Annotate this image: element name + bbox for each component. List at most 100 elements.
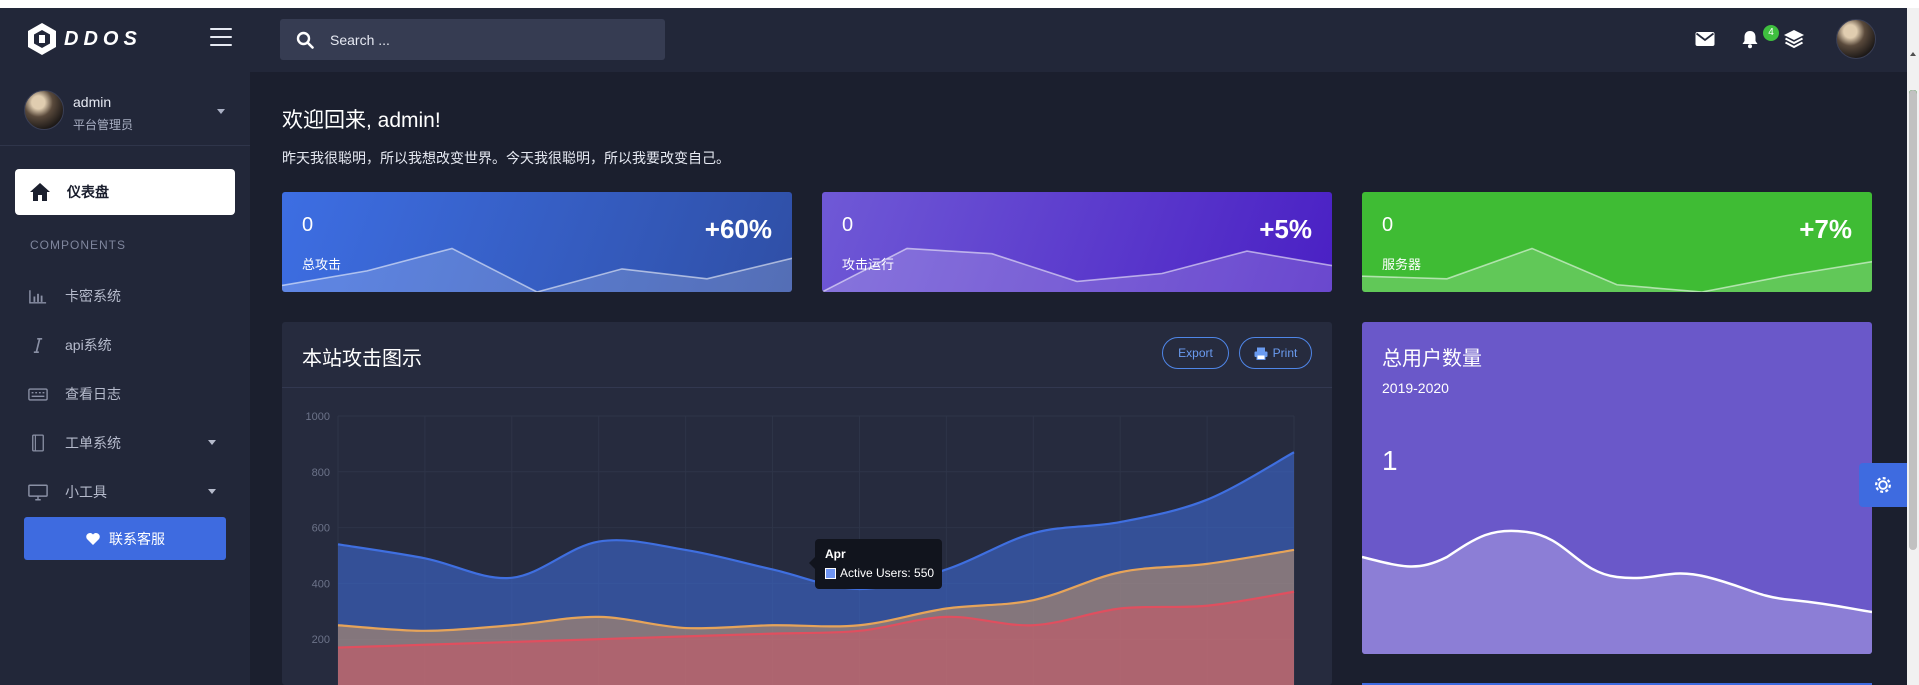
top-header: 4 (250, 8, 1907, 72)
stat-value: 0 (842, 214, 854, 236)
divider (282, 387, 1332, 388)
contact-support-button[interactable]: 联系客服 (24, 517, 226, 560)
italic-i-icon (27, 335, 49, 355)
page-scrollbar[interactable] (1907, 8, 1919, 685)
date-range: 2019-2020 (1382, 380, 1449, 396)
monitor-icon (27, 482, 49, 502)
sidebar-item-view-logs[interactable]: 查看日志 (15, 374, 235, 414)
sparkline-line (822, 247, 1332, 292)
chevron-down-icon (208, 440, 216, 445)
series-area (338, 591, 1294, 685)
user-name: admin (73, 94, 112, 110)
sparkline-area (282, 248, 792, 292)
panel-title: 本站攻击图示 (302, 348, 422, 370)
y-tick-label: 1000 (306, 411, 330, 423)
stat-percent: +7% (1799, 214, 1852, 244)
logo-text: DDOS (64, 27, 142, 50)
print-label: Print (1272, 346, 1298, 360)
y-tick-label: 600 (312, 523, 330, 535)
page-title: 欢迎回来, admin! (282, 109, 441, 132)
card-title: 总用户数量 (1382, 348, 1482, 370)
sparkline (822, 247, 1332, 292)
next-card-edge (1362, 683, 1872, 685)
sidebar-user[interactable]: admin 平台管理员 (0, 80, 250, 146)
keyboard-icon (27, 384, 49, 404)
y-tick-label: 400 (312, 578, 330, 590)
sparkline-line (1362, 247, 1872, 292)
user-count: 1 (1382, 445, 1398, 476)
logo[interactable]: DDOS (26, 22, 142, 56)
contact-support-label: 联系客服 (109, 530, 165, 547)
legend-swatch (825, 568, 836, 579)
sparkline-area (1362, 248, 1872, 292)
series-line[interactable] (337, 548, 1295, 632)
stat-label: 总攻击 (302, 257, 342, 272)
chevron-down-icon[interactable] (217, 109, 225, 114)
avatar[interactable] (1836, 19, 1876, 59)
series-area (338, 452, 1294, 685)
stat-value: 0 (1382, 214, 1394, 236)
scroll-up-icon[interactable] (1910, 52, 1916, 56)
home-icon (30, 183, 50, 201)
sparkline (282, 247, 792, 292)
attack-chart-panel: 本站攻击图示 Export Print 1000 800 600 400 200 Apr… (282, 322, 1332, 685)
stat-card-servers: 0 服务器 +7% (1362, 192, 1872, 292)
sparkline (1362, 247, 1872, 292)
total-users-card: 总用户数量 2019-2020 1 (1362, 322, 1872, 654)
stat-label: 服务器 (1382, 257, 1422, 272)
scroll-thumb[interactable] (1909, 90, 1917, 550)
settings-button[interactable] (1859, 463, 1907, 507)
user-role: 平台管理员 (73, 118, 134, 132)
sidebar-item-tools[interactable]: 小工具 (15, 472, 235, 512)
section-label: COMPONENTS (30, 238, 127, 252)
sidebar-item-label: 仪表盘 (67, 184, 109, 200)
chevron-down-icon (208, 489, 216, 494)
sidebar-item-dashboard[interactable]: 仪表盘 (15, 169, 235, 215)
sidebar-item-label: 查看日志 (65, 386, 121, 402)
sidebar: DDOS admin 平台管理员 仪表盘 COMPONENTS 卡密系统 api… (0, 8, 250, 685)
y-tick-label: 800 (312, 467, 330, 479)
sidebar-item-label: api系统 (65, 337, 112, 353)
export-button[interactable]: Export (1162, 337, 1229, 369)
stat-card-running-attacks: 0 攻击运行 +5% (822, 192, 1332, 292)
bar-chart-icon (27, 286, 49, 306)
stat-label: 攻击运行 (842, 257, 895, 272)
series-area (338, 549, 1294, 685)
search-box[interactable] (280, 19, 665, 60)
stat-value: 0 (302, 214, 314, 236)
stat-percent: +5% (1259, 214, 1312, 244)
logo-icon (28, 23, 56, 55)
printer-icon (1254, 347, 1268, 360)
gear-icon (1875, 477, 1891, 493)
sidebar-item-label: 卡密系统 (65, 288, 121, 304)
heart-icon (86, 532, 100, 545)
chart-tooltip: Apr Active Users: 550 (809, 539, 942, 589)
avatar (24, 90, 64, 130)
y-tick-label: 200 (312, 634, 330, 646)
notification-badge: 4 (1763, 25, 1779, 41)
page-subtitle: 昨天我很聪明，所以我想改变世界。今天我很聪明，所以我要改变自己。 (282, 150, 730, 166)
sparkline-line (282, 247, 792, 292)
layers-icon[interactable] (1783, 29, 1805, 49)
search-input[interactable] (330, 24, 630, 55)
browser-top-strip (0, 0, 1919, 8)
notebook-icon (27, 433, 49, 453)
sidebar-item-api-system[interactable]: api系统 (15, 325, 235, 365)
tooltip-label: Active Users: 550 (840, 566, 935, 580)
attack-area-chart[interactable]: 1000 800 600 400 200 (282, 388, 1332, 685)
stat-percent: +60% (704, 214, 772, 244)
stat-card-total-attacks: 0 总攻击 +60% (282, 192, 792, 292)
sidebar-item-label: 小工具 (65, 484, 107, 500)
sidebar-item-label: 工单系统 (65, 435, 121, 451)
sidebar-item-card-system[interactable]: 卡密系统 (15, 276, 235, 316)
print-button[interactable]: Print (1239, 337, 1312, 369)
envelope-icon[interactable] (1694, 29, 1716, 49)
sparkline-area (822, 248, 1332, 292)
series-line[interactable] (337, 590, 1295, 649)
export-label: Export (1178, 346, 1213, 360)
users-wave (1362, 529, 1872, 654)
search-icon (296, 31, 314, 49)
bell-icon[interactable] (1739, 29, 1761, 49)
menu-toggle-icon[interactable] (210, 28, 232, 46)
sidebar-item-ticket-system[interactable]: 工单系统 (15, 423, 235, 463)
